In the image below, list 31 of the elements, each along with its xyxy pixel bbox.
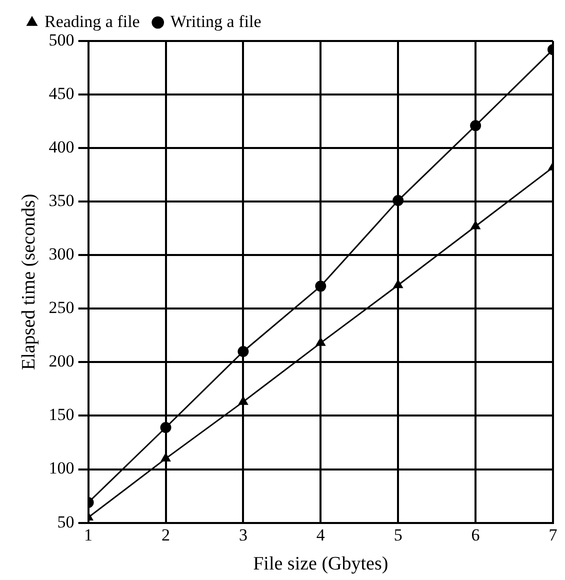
y-tick-label: 150 <box>48 405 74 424</box>
y-tick-label: 100 <box>48 458 74 478</box>
point <box>315 280 326 292</box>
y-tick-label: 250 <box>48 298 74 318</box>
x-tick-label: 4 <box>316 525 326 544</box>
point <box>470 220 480 230</box>
point <box>392 195 404 206</box>
x-tick-label: 2 <box>162 525 170 544</box>
x-tick-label: 5 <box>394 525 402 544</box>
y-tick-label: 400 <box>48 138 74 157</box>
y-tick-label: 500 <box>48 30 74 50</box>
point <box>470 120 482 132</box>
legend-label: Reading a file <box>44 12 140 31</box>
y-tick-label: 200 <box>48 352 74 371</box>
x-tick-label: 1 <box>84 525 93 544</box>
x-tick-label: 7 <box>548 525 558 544</box>
point <box>238 346 249 357</box>
legend-label: Writing a file <box>170 12 262 31</box>
x-tick-label: 3 <box>238 525 248 544</box>
x-axis-title: File size (Gbytes) <box>253 554 388 575</box>
point <box>316 337 326 346</box>
point <box>393 280 403 288</box>
y-tick-label: 350 <box>48 191 74 210</box>
y-tick-label: 450 <box>48 84 74 103</box>
point <box>160 453 171 462</box>
y-tick-label: 50 <box>57 512 74 532</box>
y-axis-title: Elapsed time (seconds) <box>18 194 40 370</box>
point <box>238 396 248 405</box>
x-tick-label: 6 <box>471 525 480 544</box>
point <box>160 422 172 434</box>
y-tick-label: 300 <box>48 244 74 264</box>
